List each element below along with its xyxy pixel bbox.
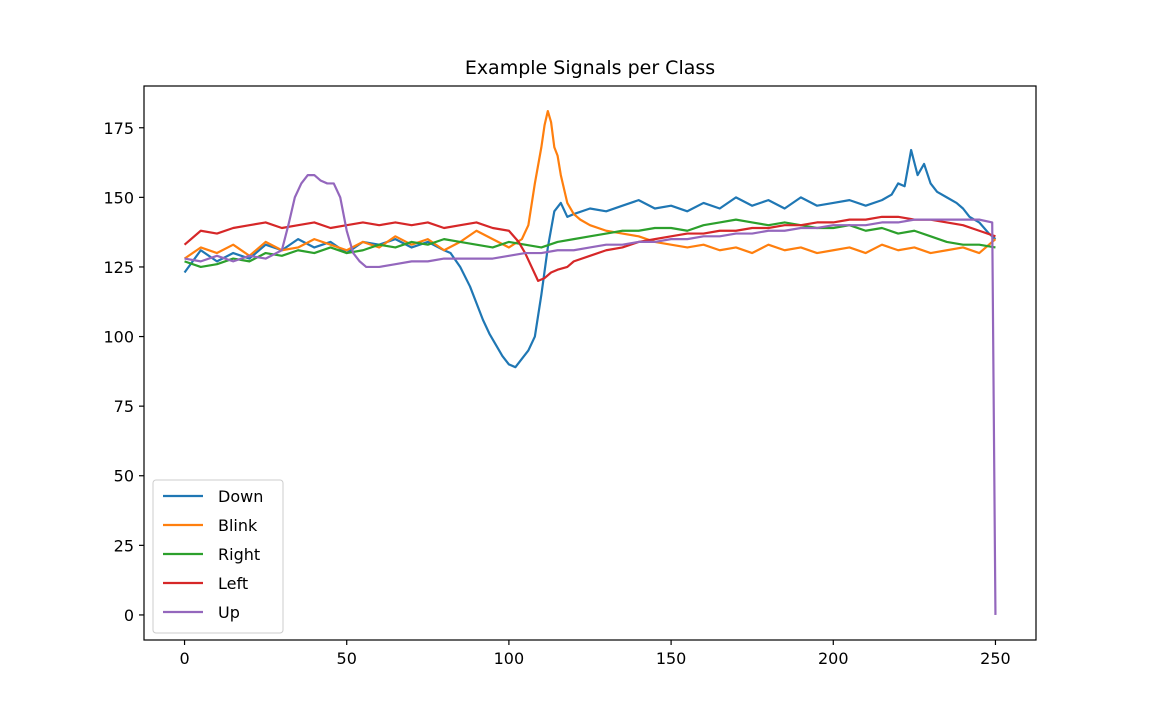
legend: Down Blink Right Left Up	[152, 479, 284, 634]
plot-frame	[143, 85, 1037, 641]
series-line-blink	[183, 109, 997, 260]
x-tick-label: 250	[980, 649, 1011, 668]
chart-title: Example Signals per Class	[465, 57, 715, 79]
y-tick-label: 0	[124, 606, 134, 625]
y-tick-label: 75	[114, 397, 134, 416]
x-axis: 0 50 100 150 200 250	[179, 640, 1011, 668]
y-tick-label: 125	[103, 258, 134, 277]
x-tick-label: 50	[337, 649, 357, 668]
legend-box	[152, 479, 284, 634]
x-tick-label: 100	[494, 649, 525, 668]
y-axis: 0 25 50 75 100 125 150 175	[103, 119, 144, 625]
series-line-up	[184, 173, 997, 615]
x-tick-label: 0	[179, 649, 189, 668]
y-tick-label: 150	[103, 188, 134, 207]
legend-label-right: Right	[218, 545, 260, 564]
y-tick-label: 100	[103, 328, 134, 347]
x-tick-label: 150	[656, 649, 687, 668]
series-line-down	[183, 148, 997, 369]
legend-label-down: Down	[218, 487, 263, 506]
series-line-right	[184, 218, 996, 269]
legend-label-blink: Blink	[218, 516, 258, 535]
y-tick-label: 25	[114, 536, 134, 555]
x-tick-label: 200	[818, 649, 849, 668]
y-tick-label: 175	[103, 119, 134, 138]
legend-label-left: Left	[218, 574, 248, 593]
y-tick-label: 50	[114, 467, 134, 486]
legend-label-up: Up	[218, 603, 240, 622]
series-line-left	[183, 215, 996, 282]
series-layer	[183, 109, 997, 615]
